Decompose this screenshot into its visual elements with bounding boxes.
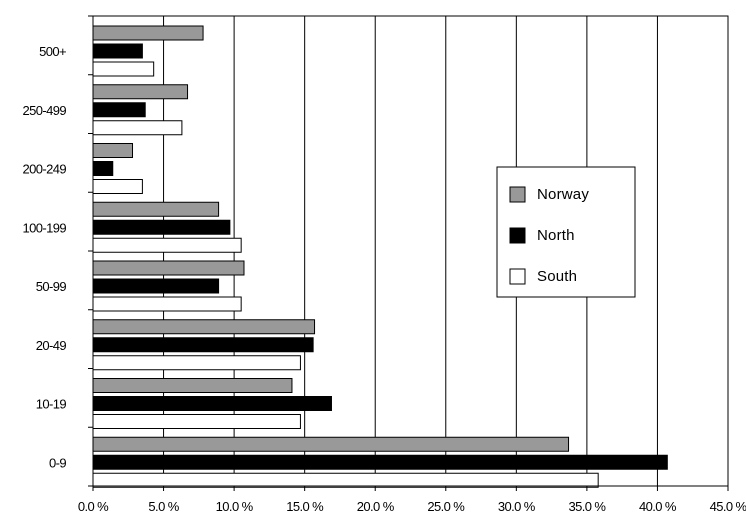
- bar-north: [92, 43, 143, 59]
- bar-norway: [92, 84, 189, 100]
- bar-south: [92, 61, 155, 77]
- bar-south: [92, 179, 143, 194]
- bar-north: [92, 161, 114, 176]
- bar-north: [92, 278, 220, 294]
- bar-norway: [92, 319, 316, 335]
- bar-south: [92, 296, 242, 312]
- bar-norway: [92, 201, 220, 217]
- category-label: 200-249: [22, 162, 66, 177]
- x-tick-label: 35.0 %: [568, 499, 606, 514]
- bar-north: [92, 396, 332, 411]
- bar-north: [92, 337, 314, 353]
- axis-layer: 0.0 % 5.0 % 10.0 % 15.0 % 20.0 % 25.0 % 30.0 %…: [22, 15, 746, 514]
- bar-norway: [92, 436, 570, 452]
- category-label: 250-499: [22, 103, 66, 118]
- category-label: 20-49: [36, 338, 67, 353]
- x-tick-label: 0.0 %: [78, 499, 109, 514]
- bars-layer: [92, 25, 668, 488]
- bar-south: [92, 120, 183, 136]
- legend: Norway North South: [496, 166, 636, 298]
- x-tick-label: 30.0 %: [498, 499, 536, 514]
- bar-south: [92, 355, 301, 371]
- x-tick-label: 10.0 %: [216, 499, 254, 514]
- bar-north: [92, 454, 668, 470]
- x-tick-label: 25.0 %: [427, 499, 465, 514]
- x-tick-label: 40.0 %: [639, 499, 677, 514]
- x-tick-label: 5.0 %: [148, 499, 179, 514]
- category-label: 10-19: [36, 397, 67, 412]
- category-label: 50-99: [36, 279, 67, 294]
- bar-norway: [92, 260, 245, 276]
- bar-north: [92, 102, 146, 118]
- category-label: 500+: [39, 44, 66, 59]
- legend-swatch-north: [509, 227, 526, 244]
- bar-norway: [92, 143, 134, 158]
- bar-north: [92, 219, 231, 235]
- legend-swatch-norway: [509, 186, 526, 203]
- category-label: 0-9: [49, 455, 66, 470]
- legend-swatch-south: [509, 268, 526, 285]
- bar-south: [92, 237, 242, 253]
- bar-south: [92, 414, 301, 429]
- legend-label-norway: Norway: [537, 186, 589, 203]
- bar-norway: [92, 25, 204, 41]
- bar-south: [92, 472, 599, 488]
- x-tick-label: 15.0 %: [286, 499, 324, 514]
- category-label: 100-199: [22, 220, 66, 235]
- x-tick-label: 20.0 %: [357, 499, 395, 514]
- bar-norway: [92, 378, 293, 393]
- legend-label-south: South: [537, 268, 577, 285]
- legend-label-north: North: [537, 227, 575, 244]
- x-tick-label: 45.0 %: [710, 499, 746, 514]
